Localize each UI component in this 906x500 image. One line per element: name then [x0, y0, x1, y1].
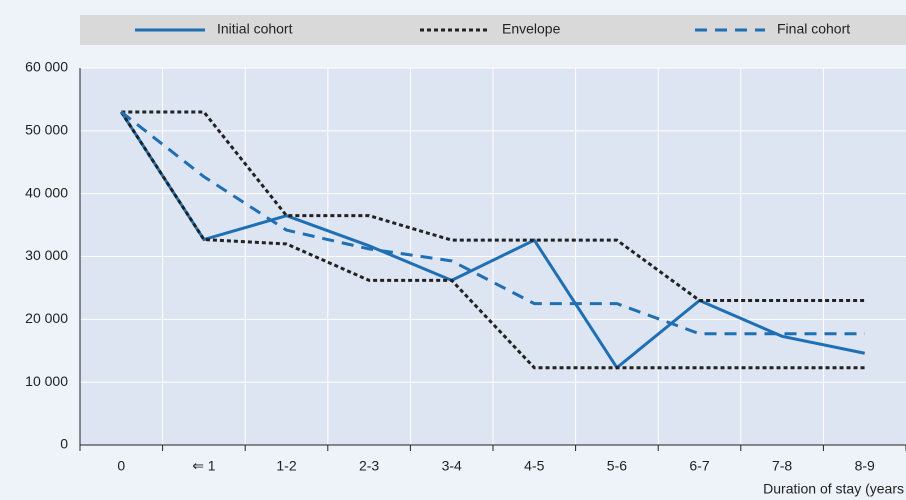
x-tick-label: ⇐ 1 [192, 458, 216, 474]
x-tick-label: 7-8 [772, 458, 792, 474]
y-tick-label: 10 000 [25, 373, 68, 389]
series-line [121, 110, 865, 302]
legend-band [80, 15, 906, 45]
y-tick-label: 0 [60, 436, 68, 452]
x-tick-label: 4-5 [524, 458, 544, 474]
y-tick-label: 30 000 [25, 247, 68, 263]
legend-label: Envelope [502, 21, 561, 37]
x-tick-label: 2-3 [359, 458, 379, 474]
x-tick-label: 0 [117, 458, 125, 474]
legend-label: Final cohort [777, 21, 850, 37]
y-tick-label: 20 000 [25, 310, 68, 326]
series-line [120, 111, 866, 370]
x-tick-label: 6-7 [689, 458, 709, 474]
y-tick-label: 50 000 [25, 122, 68, 138]
legend-label: Initial cohort [217, 21, 293, 37]
x-tick-label: 3-4 [442, 458, 462, 474]
x-axis-label: Duration of stay (years [763, 481, 904, 497]
x-tick-label: 5-6 [607, 458, 627, 474]
y-tick-label: 40 000 [25, 184, 68, 200]
x-tick-label: 1-2 [276, 458, 296, 474]
y-tick-label: 60 000 [25, 59, 68, 75]
x-tick-label: 8-9 [855, 458, 875, 474]
